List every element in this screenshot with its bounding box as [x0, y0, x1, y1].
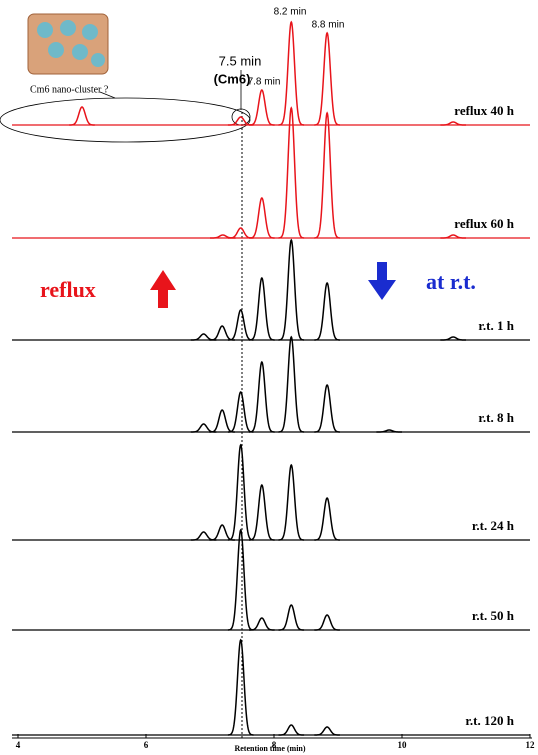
peak	[314, 282, 340, 341]
annotation: reflux	[40, 277, 96, 302]
x-tick-label: 12	[526, 740, 536, 750]
peak	[314, 384, 340, 433]
peak	[249, 89, 275, 126]
x-axis-label: Retention time (min)	[234, 744, 305, 753]
peak	[440, 121, 466, 126]
annotation: 8.8 min	[312, 20, 345, 31]
series-label: r.t. 24 h	[472, 518, 515, 533]
peak	[278, 238, 305, 341]
series-label: reflux 60 h	[454, 216, 514, 231]
peak	[227, 391, 254, 433]
peak	[314, 111, 340, 239]
peak	[278, 106, 305, 239]
peak	[227, 227, 254, 239]
peak	[278, 604, 305, 631]
peak	[209, 409, 235, 433]
x-tick-label: 8	[272, 740, 277, 750]
series-label: r.t. 120 h	[465, 713, 514, 728]
peak	[227, 528, 254, 631]
annotation: at r.t.	[426, 269, 476, 294]
peak	[249, 276, 275, 341]
peak	[278, 724, 305, 736]
x-tick-label: 6	[144, 740, 149, 750]
peak	[249, 360, 275, 433]
peak	[209, 325, 235, 341]
peak	[249, 617, 275, 631]
series-label: r.t. 50 h	[472, 608, 515, 623]
series-label: reflux 40 h	[454, 103, 514, 118]
peak	[314, 497, 340, 541]
cluster-icon	[27, 13, 109, 75]
peak	[249, 484, 275, 541]
annotation: 8.2 min	[274, 7, 307, 18]
x-tick-label: 10	[398, 740, 408, 750]
peak	[314, 31, 340, 126]
peak	[440, 336, 466, 341]
peak	[314, 726, 340, 736]
arrow-up	[150, 270, 176, 308]
peak	[376, 429, 402, 433]
peak	[227, 309, 254, 341]
peak	[249, 197, 275, 239]
peak	[440, 234, 466, 239]
arrow-down	[368, 262, 396, 300]
x-tick-label: 4	[16, 740, 21, 750]
peak	[190, 531, 217, 541]
pointer	[99, 91, 116, 99]
peak	[69, 106, 95, 126]
peak	[278, 20, 305, 126]
series-label: r.t. 8 h	[478, 410, 514, 425]
peak	[227, 443, 254, 541]
peak	[278, 335, 305, 433]
cluster-ellipse	[0, 97, 251, 143]
annotation: Cm6 nano-cluster ?	[30, 84, 109, 95]
annotation: 7.8 min	[248, 77, 281, 88]
peak	[278, 463, 305, 541]
annotation: (Cm6)	[214, 71, 251, 86]
annotation: 7.5 min	[219, 53, 262, 68]
peak	[227, 638, 254, 736]
peak	[314, 614, 340, 631]
series-label: r.t. 1 h	[478, 318, 514, 333]
peak	[190, 423, 217, 433]
